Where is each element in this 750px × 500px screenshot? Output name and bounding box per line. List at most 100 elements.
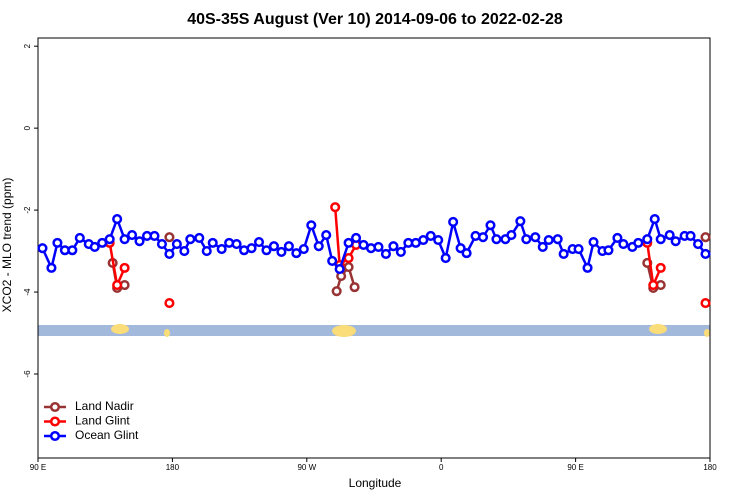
point bbox=[52, 237, 63, 248]
point bbox=[477, 232, 489, 243]
point bbox=[276, 246, 287, 257]
point bbox=[246, 243, 257, 254]
legend-marker bbox=[49, 430, 61, 442]
y-tick-label: -2 bbox=[23, 206, 32, 214]
point bbox=[268, 241, 279, 252]
point bbox=[655, 262, 666, 273]
point bbox=[253, 237, 265, 248]
point bbox=[351, 232, 362, 244]
point bbox=[171, 239, 182, 250]
point bbox=[261, 245, 272, 256]
x-tick-label: 90 E bbox=[567, 463, 583, 472]
y-tick-label: -4 bbox=[23, 288, 32, 296]
point bbox=[156, 239, 167, 250]
land bbox=[111, 324, 129, 334]
point bbox=[642, 234, 653, 245]
point bbox=[664, 230, 675, 241]
point bbox=[455, 243, 466, 254]
point bbox=[164, 248, 175, 259]
point bbox=[395, 246, 406, 257]
point bbox=[521, 234, 532, 245]
series-line bbox=[110, 207, 706, 303]
point bbox=[648, 280, 659, 291]
chart-title: 40S-35S August (Ver 10) 2014-09-06 to 20… bbox=[187, 11, 563, 28]
point bbox=[491, 234, 502, 245]
point bbox=[612, 232, 623, 244]
point bbox=[119, 262, 130, 273]
land bbox=[704, 329, 710, 337]
point bbox=[685, 230, 696, 241]
point bbox=[343, 262, 354, 273]
point bbox=[485, 220, 496, 231]
point bbox=[573, 243, 584, 255]
point bbox=[194, 232, 205, 244]
point bbox=[334, 264, 345, 275]
point bbox=[552, 234, 563, 245]
point bbox=[134, 236, 145, 247]
point bbox=[349, 282, 360, 293]
point bbox=[179, 246, 190, 257]
point bbox=[448, 216, 459, 228]
point bbox=[373, 241, 384, 253]
point bbox=[37, 243, 48, 254]
point bbox=[380, 248, 391, 259]
x-tick-label: 180 bbox=[703, 463, 717, 472]
point bbox=[543, 234, 554, 246]
x-axis-label: Longitude bbox=[349, 476, 402, 490]
legend-marker bbox=[49, 416, 61, 427]
point bbox=[327, 255, 338, 266]
legend-label: Ocean Glint bbox=[75, 428, 139, 442]
point bbox=[164, 298, 175, 309]
point bbox=[291, 248, 302, 259]
point bbox=[104, 234, 115, 245]
point bbox=[618, 239, 629, 250]
point bbox=[231, 239, 242, 250]
point bbox=[298, 243, 309, 255]
point bbox=[330, 202, 341, 213]
land bbox=[332, 325, 356, 337]
legend-label: Land Glint bbox=[75, 414, 130, 428]
point bbox=[388, 241, 399, 252]
x-tick-label: 0 bbox=[439, 463, 444, 472]
point bbox=[331, 286, 342, 297]
point bbox=[582, 262, 593, 273]
point bbox=[603, 245, 614, 256]
point bbox=[112, 280, 123, 291]
x-tick-label: 180 bbox=[166, 463, 180, 472]
point bbox=[283, 241, 294, 252]
point bbox=[74, 232, 85, 244]
point bbox=[112, 214, 123, 225]
x-tick-label: 90 W bbox=[297, 463, 316, 472]
map-strip bbox=[38, 324, 710, 337]
point bbox=[343, 237, 354, 248]
point bbox=[201, 246, 212, 257]
x-tick-label: 90 E bbox=[30, 463, 46, 472]
point bbox=[558, 248, 569, 259]
point bbox=[588, 237, 599, 248]
point bbox=[164, 232, 175, 243]
point bbox=[537, 241, 548, 253]
legend-label: Land Nadir bbox=[75, 399, 134, 413]
legend-marker bbox=[49, 401, 61, 413]
point bbox=[67, 245, 78, 256]
point bbox=[127, 230, 138, 241]
y-tick-label: -6 bbox=[23, 370, 32, 378]
point bbox=[633, 237, 644, 248]
y-axis-label: XCO2 - MLO trend (ppm) bbox=[0, 178, 14, 313]
point bbox=[418, 234, 429, 246]
point bbox=[433, 234, 444, 246]
point bbox=[700, 298, 711, 309]
point bbox=[185, 234, 196, 245]
point bbox=[530, 232, 541, 243]
y-tick-label: 0 bbox=[23, 125, 32, 130]
point bbox=[649, 214, 660, 225]
point bbox=[313, 241, 324, 252]
point bbox=[440, 252, 451, 264]
point bbox=[506, 230, 517, 241]
point bbox=[461, 248, 472, 259]
point bbox=[97, 237, 108, 248]
point bbox=[46, 262, 57, 273]
point bbox=[207, 237, 218, 248]
point bbox=[306, 220, 317, 231]
